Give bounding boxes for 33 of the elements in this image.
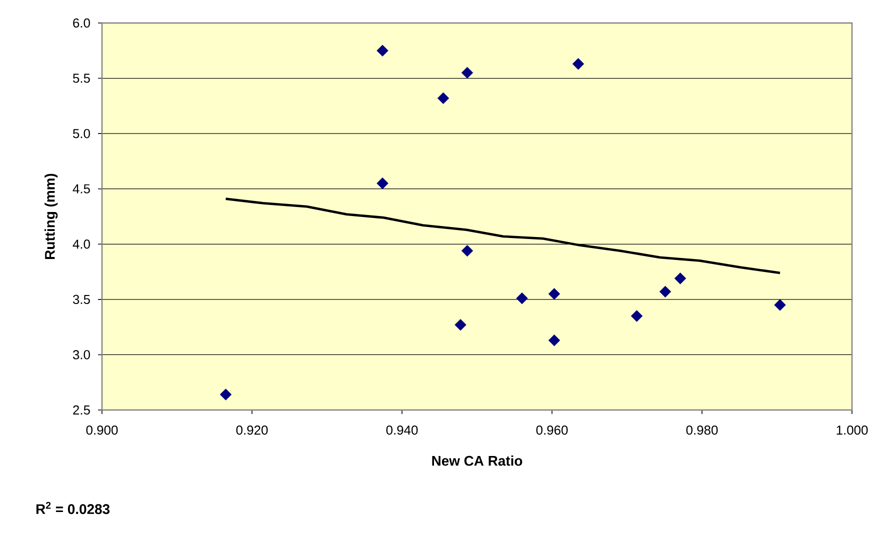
line-series — [224, 198, 782, 274]
x-tick-label: 0.980 — [686, 426, 718, 435]
point — [220, 388, 232, 400]
point — [572, 58, 584, 70]
y-tick-label: 3.5 — [72, 294, 90, 304]
point — [376, 44, 388, 56]
y-tick-label: 2.5 — [73, 405, 90, 415]
x-tick-label: 0.900 — [86, 426, 118, 435]
point — [516, 292, 528, 304]
point — [454, 319, 466, 331]
point — [674, 272, 686, 284]
y-tick-label: 3.0 — [72, 350, 90, 360]
text: R$^{2}$ = 0.0283 — [36, 502, 110, 514]
point — [774, 299, 786, 311]
x-tick-label: 0.940 — [386, 426, 418, 435]
y-tick-label: 4.5 — [72, 184, 90, 194]
x-tick-label: 0.920 — [236, 426, 268, 435]
point — [461, 244, 474, 257]
y-tick-label: 6.0 — [73, 18, 90, 28]
point — [376, 177, 388, 190]
point — [548, 334, 560, 346]
point — [659, 286, 672, 298]
y-tick-label: 5.0 — [72, 128, 90, 138]
x-tick-label: 0.960 — [536, 426, 568, 435]
y-tick-label: 5.5 — [72, 74, 90, 83]
point — [461, 66, 474, 79]
point — [548, 288, 560, 300]
point — [437, 92, 450, 104]
x-axis-title: New CA Ratio — [432, 456, 522, 466]
y-tick-label: 4.0 — [72, 240, 90, 249]
x-tick-label: 1.000 — [836, 426, 868, 435]
point — [630, 310, 643, 322]
y-axis-title: Rutting (mm) — [44, 174, 58, 259]
